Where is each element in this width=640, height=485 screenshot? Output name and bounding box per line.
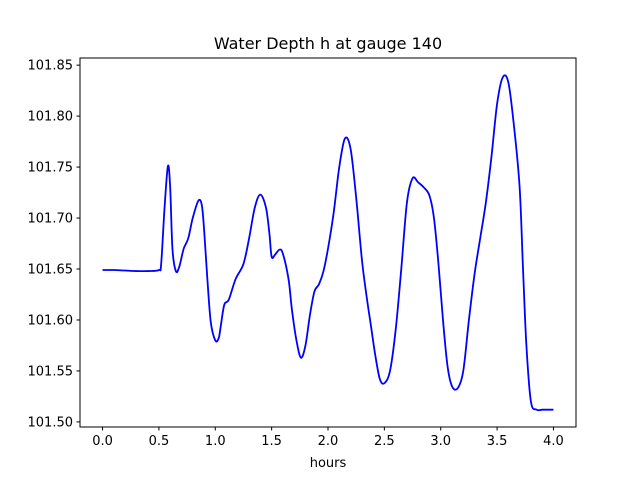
x-axis: 0.0 0.5 1.0 1.5 2.0 2.5 3.0 3.5 4.0 xyxy=(92,427,564,449)
y-tick-label: 101.70 xyxy=(28,212,74,227)
x-tick-label: 1.5 xyxy=(261,434,282,449)
x-tick-label: 1.0 xyxy=(205,434,226,449)
x-tick-label: 3.0 xyxy=(430,434,451,449)
y-tick-label: 101.50 xyxy=(28,415,74,430)
x-tick-label: 4.0 xyxy=(543,434,564,449)
plot-area xyxy=(80,58,576,427)
x-tick-label: 3.5 xyxy=(487,434,508,449)
x-tick-label: 2.5 xyxy=(374,434,395,449)
y-tick-label: 101.55 xyxy=(28,364,74,379)
x-tick-label: 0.0 xyxy=(92,434,113,449)
series-line xyxy=(102,74,554,412)
chart-title: Water Depth h at gauge 140 xyxy=(214,34,442,53)
y-axis: 101.50 101.55 101.60 101.65 101.70 101.75 101.… xyxy=(28,59,80,430)
series-group xyxy=(102,74,554,412)
y-tick-label: 101.75 xyxy=(28,161,74,176)
y-tick-label: 101.60 xyxy=(28,313,74,328)
plot-frame xyxy=(79,57,577,428)
x-axis-label: hours xyxy=(310,456,347,471)
y-tick-label: 101.65 xyxy=(28,263,74,278)
y-tick-label: 101.80 xyxy=(28,110,74,125)
y-tick-label: 101.85 xyxy=(28,59,74,74)
x-tick-label: 2.0 xyxy=(318,434,339,449)
x-tick-label: 0.5 xyxy=(149,434,170,449)
